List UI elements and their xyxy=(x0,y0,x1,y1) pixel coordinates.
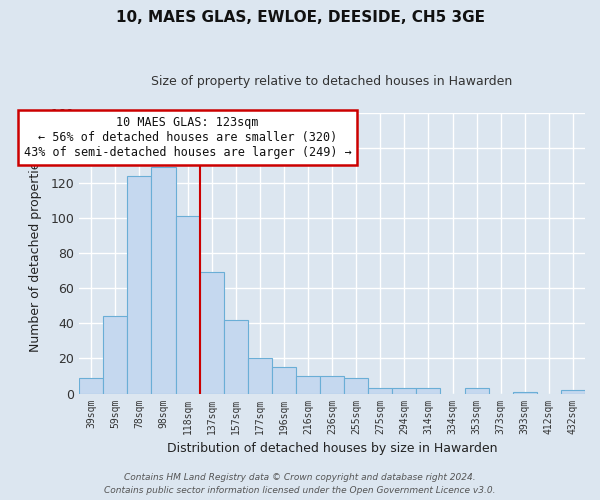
Text: 10, MAES GLAS, EWLOE, DEESIDE, CH5 3GE: 10, MAES GLAS, EWLOE, DEESIDE, CH5 3GE xyxy=(115,10,485,25)
Bar xyxy=(103,316,127,394)
Title: Size of property relative to detached houses in Hawarden: Size of property relative to detached ho… xyxy=(151,75,513,88)
Y-axis label: Number of detached properties: Number of detached properties xyxy=(29,154,42,352)
X-axis label: Distribution of detached houses by size in Hawarden: Distribution of detached houses by size … xyxy=(167,442,497,455)
Bar xyxy=(344,378,368,394)
Bar xyxy=(392,388,416,394)
Bar xyxy=(272,367,296,394)
Text: 10 MAES GLAS: 123sqm
← 56% of detached houses are smaller (320)
43% of semi-deta: 10 MAES GLAS: 123sqm ← 56% of detached h… xyxy=(24,116,352,160)
Bar xyxy=(127,176,151,394)
Bar xyxy=(79,378,103,394)
Bar xyxy=(561,390,585,394)
Bar xyxy=(464,388,488,394)
Bar xyxy=(248,358,272,394)
Bar xyxy=(416,388,440,394)
Bar xyxy=(176,216,200,394)
Text: Contains HM Land Registry data © Crown copyright and database right 2024.
Contai: Contains HM Land Registry data © Crown c… xyxy=(104,474,496,495)
Bar xyxy=(200,272,224,394)
Bar xyxy=(224,320,248,394)
Bar xyxy=(296,376,320,394)
Bar xyxy=(320,376,344,394)
Bar xyxy=(368,388,392,394)
Bar xyxy=(151,167,176,394)
Bar xyxy=(513,392,537,394)
